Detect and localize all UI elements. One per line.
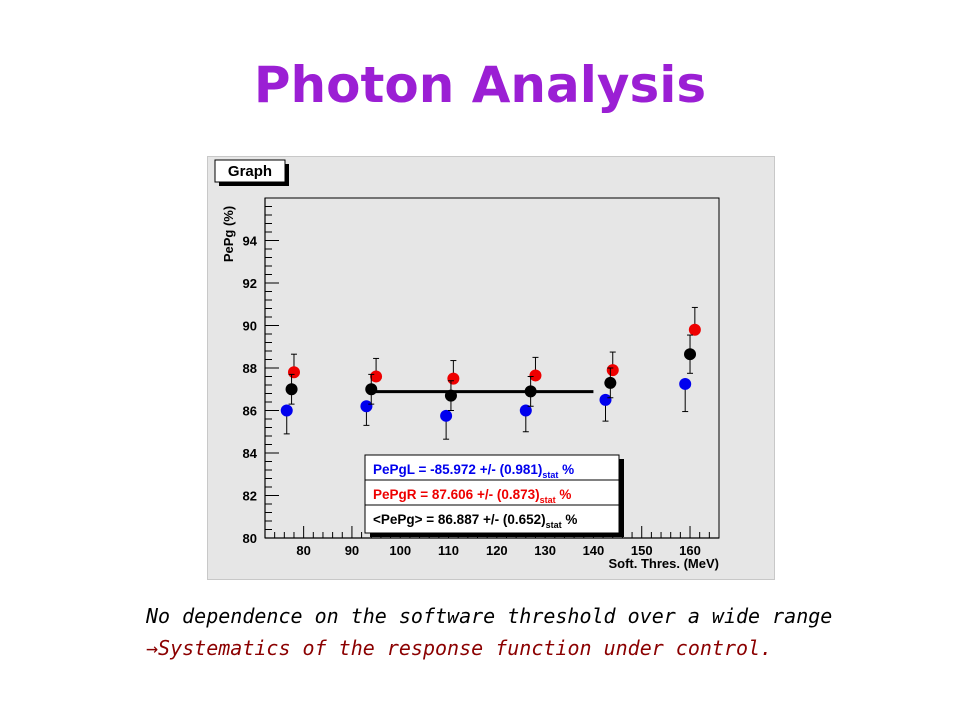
x-tick-label: 90: [345, 543, 359, 558]
slide-title: Photon Analysis: [253, 56, 707, 114]
x-tick-label: 120: [486, 543, 508, 558]
pepg-point: [524, 385, 537, 398]
y-axis-ticks: 80 82 84 86 88 90 92 94: [243, 197, 279, 546]
x-tick-label: 130: [534, 543, 556, 558]
x-tick-label: 150: [631, 543, 653, 558]
legend: PePgL = -85.972 +/- (0.981)stat % PePgR =…: [364, 454, 624, 537]
pepgr-point: [370, 370, 383, 383]
x-tick-label: 140: [583, 543, 605, 558]
x-tick-label: 160: [679, 543, 701, 558]
caption-line-2-text: Systematics of the response function und…: [158, 636, 773, 660]
y-axis-label: PePg (%): [221, 206, 236, 262]
y-tick-label: 84: [243, 446, 258, 461]
y-tick-label: 94: [243, 234, 258, 249]
legend-entry: PePgL = -85.972 +/- (0.981)stat %: [373, 462, 574, 480]
pepgr-point: [447, 372, 460, 385]
x-tick-label: 100: [389, 543, 411, 558]
arrow-icon: →: [146, 636, 159, 660]
pepgl-point: [599, 393, 612, 406]
pepg-point: [604, 376, 617, 389]
y-tick-label: 86: [243, 404, 257, 419]
graph-title: Graph: [228, 163, 272, 180]
caption-line-2: →Systematics of the response function un…: [146, 636, 772, 660]
y-tick-label: 92: [243, 276, 257, 291]
y-tick-label: 80: [243, 531, 257, 546]
pepg-point: [684, 348, 697, 361]
legend-entry: <PePg> = 86.887 +/- (0.652)stat %: [373, 512, 577, 530]
pepgr-point: [688, 323, 701, 336]
chart-canvas: Graph 80 82 84 86 88 90 92 94 80 90 100 110 120 130 1…: [207, 156, 775, 580]
pepgr-point: [606, 364, 619, 377]
legend-box: [364, 454, 620, 534]
x-axis-ticks: 80 90 100 110 120 130 140 150 160: [264, 526, 720, 558]
pepg-point: [285, 383, 298, 396]
pepgl-point: [280, 404, 293, 417]
caption-line-1: No dependence on the software threshold …: [146, 604, 833, 628]
x-tick-label: 110: [438, 543, 459, 558]
x-axis-label: Soft. Thres. (MeV): [608, 556, 719, 571]
legend-entry: PePgR = 87.606 +/- (0.873)stat %: [373, 487, 571, 505]
y-tick-label: 90: [243, 319, 257, 334]
pepgl-point: [440, 409, 453, 422]
pepgl-point: [360, 400, 373, 413]
canvas-border: [207, 156, 775, 580]
pepgr-point: [287, 366, 300, 379]
x-tick-label: 80: [296, 543, 310, 558]
pepgl-point: [679, 377, 692, 390]
y-tick-label: 82: [243, 489, 257, 504]
y-tick-label: 88: [243, 361, 257, 376]
data-marks: [280, 306, 701, 440]
pepg-point: [365, 383, 378, 396]
pepgl-point: [519, 404, 532, 417]
pepg-point: [444, 389, 457, 402]
graph-title-box: [214, 159, 286, 183]
pepgr-point: [529, 369, 542, 382]
